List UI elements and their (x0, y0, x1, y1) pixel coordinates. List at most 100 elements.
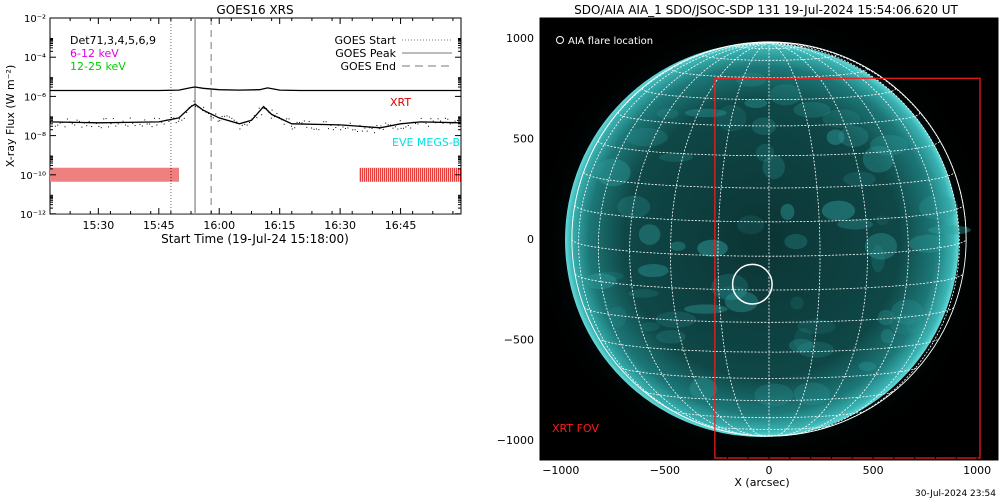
flux-sample-point (244, 123, 246, 125)
flux-sample-point (156, 124, 158, 126)
aia-ytick-label: 500 (513, 133, 534, 146)
flux-sample-point (306, 126, 308, 128)
flux-sample-point (79, 120, 81, 122)
flux-sample-point (354, 129, 356, 131)
flux-sample-point (315, 128, 317, 130)
flux-series-1-line (50, 103, 461, 129)
coronal-bright-region (583, 273, 617, 290)
flux-sample-point (64, 126, 66, 128)
flux-sample-point (233, 119, 235, 121)
flux-sample-point (430, 118, 432, 120)
coronal-bright-region (762, 155, 786, 180)
flux-sample-point (323, 121, 325, 123)
flux-sample-point (318, 129, 320, 131)
flux-sample-point (166, 119, 168, 121)
flux-sample-point (181, 119, 183, 121)
flux-sample-point (66, 118, 68, 120)
flux-sample-point (226, 115, 228, 117)
render-timestamp: 30-Jul-2024 23:54 (915, 489, 996, 499)
coronal-bright-region (684, 304, 728, 314)
flux-sample-point (328, 128, 330, 130)
flux-sample-point (188, 107, 190, 109)
coronal-bright-region (876, 215, 889, 226)
flux-sample-point (215, 113, 217, 115)
coronal-bright-region (659, 152, 693, 162)
flux-sample-point (54, 125, 56, 127)
coronal-bright-region (637, 263, 669, 278)
goes-xtick-label: 16:30 (324, 219, 356, 232)
flux-sample-point (146, 123, 148, 125)
flux-sample-point (412, 121, 414, 123)
coronal-bright-region (891, 299, 924, 325)
flux-sample-point (397, 128, 399, 130)
flux-sample-point (151, 126, 153, 128)
flux-sample-point (117, 123, 119, 125)
solar-limb (571, 41, 967, 437)
coronal-bright-region (656, 329, 686, 344)
coronal-bright-region (689, 377, 718, 400)
flux-sample-point (105, 118, 107, 120)
flux-sample-point (332, 129, 334, 131)
longitude-gridline (717, 42, 770, 437)
goes-xtick-label: 15:30 (83, 219, 115, 232)
flux-sample-point (454, 120, 456, 122)
flux-sample-point (313, 128, 315, 130)
coronal-bright-region (790, 296, 804, 310)
flux-sample-point (241, 124, 243, 126)
flux-sample-point (95, 122, 97, 124)
flux-sample-point (163, 123, 165, 125)
flux-sample-point (239, 128, 241, 130)
flux-sample-point (120, 121, 122, 123)
flux-sample-point (357, 131, 359, 133)
goes-ytick-label: 10⁻⁸ (24, 132, 46, 143)
flux-sample-point (69, 121, 71, 123)
coronal-bright-region (871, 245, 885, 273)
goes-xtick-label: 16:00 (203, 219, 235, 232)
coronal-bright-region (625, 128, 669, 147)
coronal-bright-region (736, 72, 767, 87)
flux-sample-point (191, 105, 193, 107)
coronal-bright-region (880, 328, 895, 344)
coronal-bright-region (716, 104, 747, 132)
coronal-bright-region (608, 306, 627, 328)
goes-xtick-label: 15:45 (143, 219, 175, 232)
flux-sample-point (268, 111, 270, 113)
flux-sample-point (382, 128, 384, 130)
flux-sample-point (251, 118, 253, 120)
latitude-gridline (669, 67, 869, 78)
coronal-bright-region (737, 215, 765, 235)
flux-sample-point (330, 124, 332, 126)
flux-sample-point (246, 124, 248, 126)
flux-sample-point (173, 117, 175, 119)
flux-sample-point (122, 120, 124, 122)
flare-legend-icon (556, 36, 564, 44)
flux-sample-point (178, 120, 180, 122)
flux-sample-point (83, 122, 85, 124)
latitude-gridline (583, 171, 955, 189)
coronal-bright-region (826, 129, 845, 145)
flux-sample-point (378, 128, 380, 130)
flux-sample-point (415, 123, 417, 125)
coronal-bright-region (858, 361, 877, 372)
goes-ytick-label: 10⁻¹² (20, 210, 46, 221)
flux-sample-point (62, 122, 64, 124)
flux-sample-point (290, 125, 292, 127)
flux-sample-point (221, 115, 223, 117)
flux-sample-point (405, 126, 407, 128)
aia-xtick-label: 0 (766, 464, 773, 477)
aia-xtick-label: −500 (650, 464, 680, 477)
flux-sample-point (205, 111, 207, 113)
flux-sample-point (168, 120, 170, 122)
flux-sample-point (134, 124, 136, 126)
flux-sample-point (141, 125, 143, 127)
longitude-gridline (768, 42, 821, 437)
flux-sample-point (149, 123, 151, 125)
flux-sample-point (100, 127, 102, 129)
flux-sample-point (366, 130, 368, 132)
aia-ytick-label: 1000 (506, 32, 534, 45)
flux-sample-point (452, 122, 454, 124)
coronal-bright-region (711, 273, 749, 301)
flux-sample-point (256, 117, 258, 119)
flux-sample-point (86, 125, 88, 127)
flux-sample-point (212, 117, 214, 119)
